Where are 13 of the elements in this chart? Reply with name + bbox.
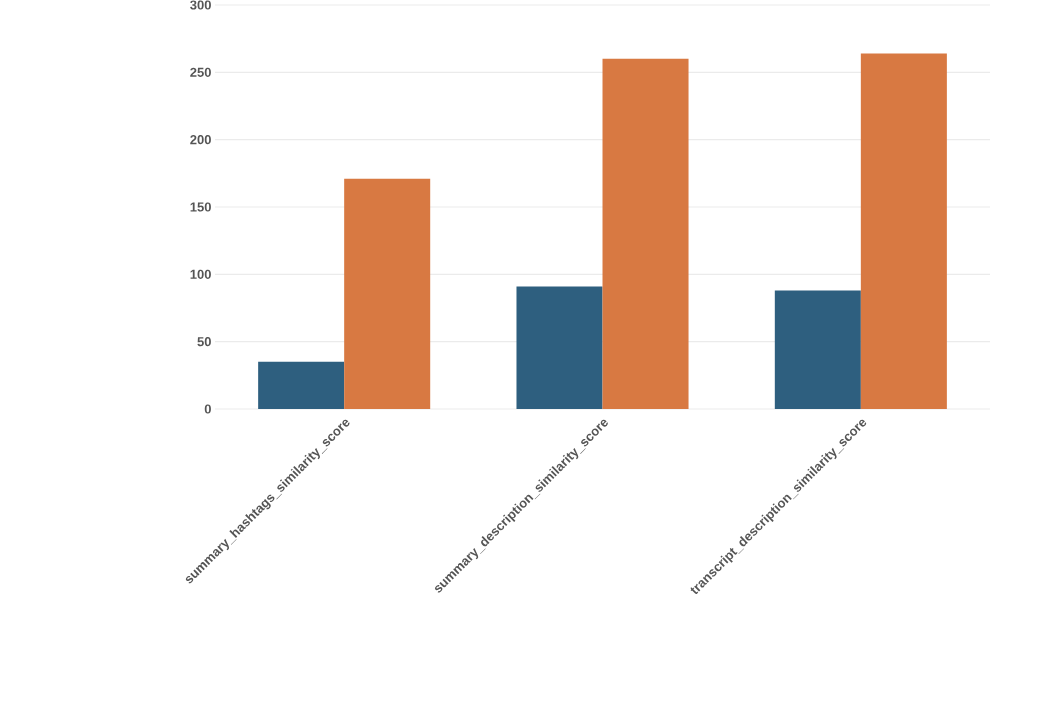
y-tick-label: 150 bbox=[190, 202, 211, 212]
y-tick-label: 100 bbox=[190, 269, 211, 279]
y-tick-label: 300 bbox=[190, 0, 211, 10]
bar bbox=[516, 286, 603, 409]
bar bbox=[344, 178, 431, 409]
bar bbox=[774, 290, 861, 409]
bar bbox=[258, 361, 345, 409]
y-tick-label: 50 bbox=[197, 337, 211, 347]
bar bbox=[602, 58, 689, 409]
y-tick-label: 0 bbox=[204, 404, 211, 414]
y-tick-label: 200 bbox=[190, 135, 211, 145]
y-tick-label: 250 bbox=[190, 67, 211, 77]
bar bbox=[860, 53, 947, 409]
